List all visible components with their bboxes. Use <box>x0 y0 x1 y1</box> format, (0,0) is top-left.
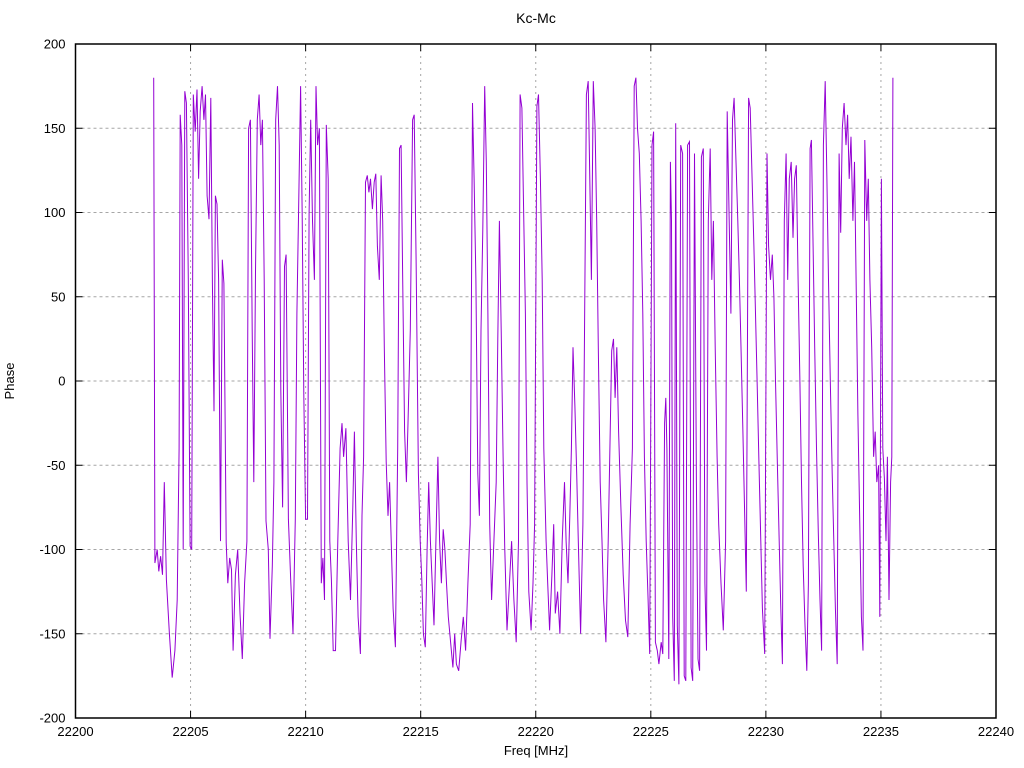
y-tick-label: 100 <box>44 205 66 220</box>
y-tick-label: 200 <box>44 37 66 52</box>
y-tick-label: -200 <box>39 711 65 726</box>
chart-title: Kc-Mc <box>516 10 556 26</box>
x-tick-label: 22240 <box>978 724 1014 739</box>
x-tick-label: 22200 <box>57 724 93 739</box>
x-tick-label: 22210 <box>288 724 324 739</box>
x-tick-label: 22230 <box>748 724 784 739</box>
x-axis-label: Freq [MHz] <box>504 743 568 758</box>
plot-generated-layer: 22200 22205 22210 22215 22220 22225 22230 22235… <box>39 37 1014 740</box>
x-tick-label: 22225 <box>633 724 669 739</box>
y-tick-label: 0 <box>58 374 65 389</box>
phase-trace-line <box>153 77 894 685</box>
x-tick-label: 22215 <box>403 724 439 739</box>
x-tick-label: 22235 <box>863 724 899 739</box>
y-tick-label: -50 <box>47 458 66 473</box>
y-tick-label: 50 <box>51 289 65 304</box>
y-tick-label: -100 <box>39 542 65 557</box>
y-tick-label: 150 <box>44 121 66 136</box>
x-tick-label: 22205 <box>172 724 208 739</box>
y-axis-label: Phase <box>2 363 17 400</box>
x-tick-label: 22220 <box>518 724 554 739</box>
y-tick-label: -150 <box>39 626 65 641</box>
